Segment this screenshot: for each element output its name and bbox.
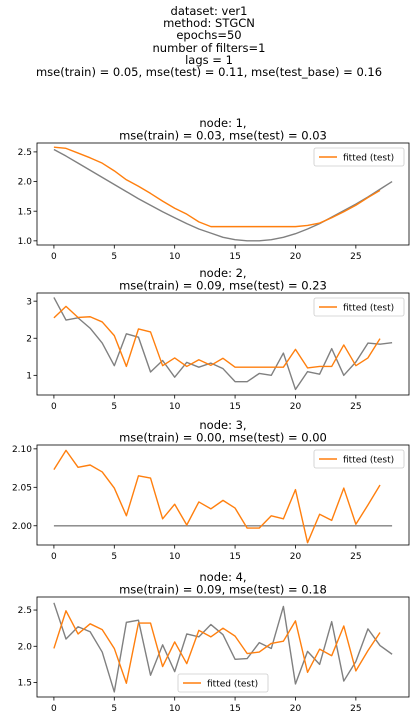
subplot-title-line: mse(train) = 0.09, mse(test) = 0.18: [119, 583, 327, 597]
fitted-test-line: [53, 449, 381, 544]
subplot-node-3: node: 3,mse(train) = 0.00, mse(test) = 0…: [12, 418, 410, 562]
subplot-title-line: node: 3,: [199, 418, 246, 432]
observed-line: [53, 602, 393, 693]
observed-line: [53, 297, 393, 391]
x-tick-label: 25: [350, 552, 361, 562]
subplot-frame: [36, 444, 410, 546]
y-tick-label: 3: [26, 297, 32, 307]
legend: fitted (test): [313, 297, 405, 317]
y-tick-label: 2.0: [18, 642, 33, 652]
subplot-title-line: node: 2,: [199, 266, 246, 280]
subplot-frame: [36, 292, 410, 396]
y-tick-label: 1.5: [18, 679, 32, 689]
x-tick-label: 0: [51, 252, 57, 262]
legend-label: fitted (test): [343, 303, 394, 313]
legend-box: [313, 297, 405, 317]
x-tick-label: 0: [51, 552, 57, 562]
x-tick-label: 15: [229, 552, 240, 562]
x-tick-label: 5: [111, 402, 117, 412]
fitted-test-line: [53, 305, 381, 369]
x-tick-label: 10: [169, 552, 181, 562]
x-tick-label: 20: [290, 402, 302, 412]
x-tick-label: 20: [290, 252, 302, 262]
legend-box: [177, 673, 269, 693]
legend-label: fitted (test): [207, 679, 258, 689]
x-tick-label: 25: [350, 402, 361, 412]
suptitle-line-lags: lags = 1: [185, 52, 233, 67]
subplot-title-line: mse(train) = 0.09, mse(test) = 0.23: [119, 279, 327, 293]
y-tick-label: 2.0: [18, 178, 33, 188]
subplot-frame: [36, 142, 410, 246]
subplot-title-line: mse(train) = 0.00, mse(test) = 0.00: [119, 431, 327, 445]
subplot-node-1: node: 1,mse(train) = 0.03, mse(test) = 0…: [18, 116, 410, 262]
x-tick-label: 10: [169, 252, 181, 262]
y-tick-label: 2: [26, 334, 32, 344]
y-tick-label: 1.5: [18, 207, 32, 217]
x-tick-label: 0: [51, 402, 57, 412]
legend-label: fitted (test): [343, 153, 394, 163]
legend: fitted (test): [177, 673, 269, 693]
y-tick-label: 2.05: [12, 484, 32, 494]
legend-label: fitted (test): [343, 455, 394, 465]
subplot-title-line: node: 4,: [199, 570, 246, 584]
y-tick-label: 2.10: [12, 445, 32, 455]
x-tick-label: 25: [350, 704, 361, 714]
x-tick-label: 15: [229, 252, 240, 262]
x-tick-label: 15: [229, 402, 240, 412]
suptitle-line-filters: number of filters=1: [152, 40, 266, 55]
subplot-node-4: node: 4,mse(train) = 0.09, mse(test) = 0…: [18, 570, 410, 714]
y-tick-label: 2.00: [12, 522, 32, 532]
x-tick-label: 10: [169, 402, 181, 412]
legend-box: [313, 449, 405, 469]
x-tick-label: 15: [229, 704, 240, 714]
subplot-title-line: node: 1,: [199, 116, 246, 130]
fitted-test-line: [53, 146, 381, 228]
fitted-test-line: [53, 610, 381, 684]
suptitle-line-method: method: STGCN: [163, 16, 255, 31]
x-tick-label: 10: [169, 704, 181, 714]
x-tick-label: 25: [350, 252, 361, 262]
y-tick-label: 1.0: [18, 237, 33, 247]
x-tick-label: 20: [290, 704, 302, 714]
observed-line: [53, 148, 393, 242]
subplot-title-line: mse(train) = 0.03, mse(test) = 0.03: [119, 129, 327, 143]
legend: fitted (test): [313, 449, 405, 469]
suptitle-line-mse: mse(train) = 0.05, mse(test) = 0.11, mse…: [35, 65, 383, 80]
x-tick-label: 5: [111, 552, 117, 562]
y-tick-label: 2.5: [18, 606, 32, 616]
y-tick-label: 1: [26, 372, 32, 382]
subplot-frame: [36, 596, 410, 698]
x-tick-label: 5: [111, 704, 117, 714]
x-tick-label: 20: [290, 552, 302, 562]
legend-box: [313, 147, 405, 167]
suptitle-line-epochs: epochs=50: [176, 28, 242, 43]
x-tick-label: 5: [111, 252, 117, 262]
y-tick-label: 2.5: [18, 148, 32, 158]
suptitle-line-dataset: dataset: ver1: [170, 4, 248, 18]
legend: fitted (test): [313, 147, 405, 167]
figure-suptitle: dataset: ver1 method: STGCN epochs=50 nu…: [0, 5, 418, 78]
subplot-node-2: node: 2,mse(train) = 0.09, mse(test) = 0…: [26, 266, 410, 412]
x-tick-label: 0: [51, 704, 57, 714]
